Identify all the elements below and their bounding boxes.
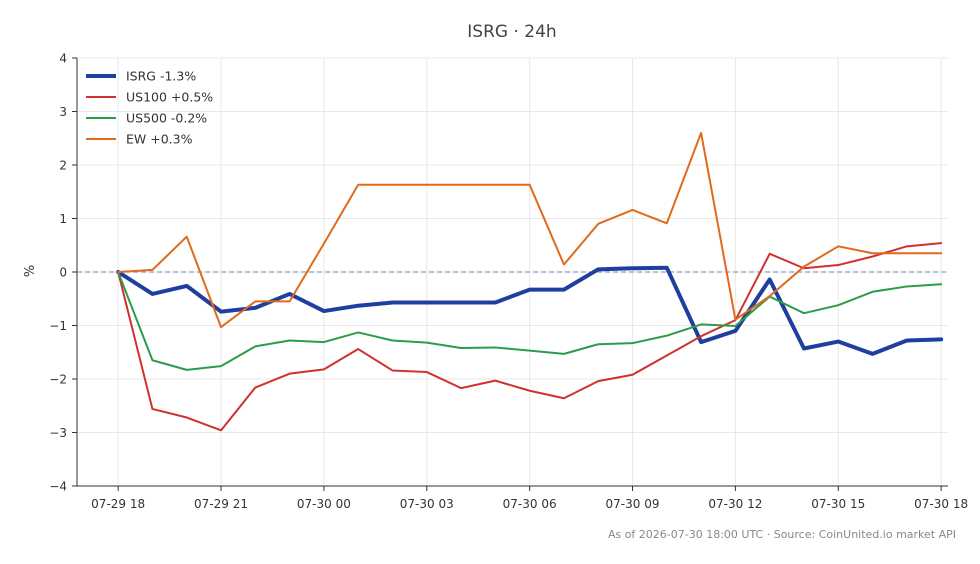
- y-tick-label: −1: [49, 319, 67, 333]
- chart-title: ISRG · 24h: [467, 22, 556, 42]
- series-line-us100: [117, 242, 943, 432]
- series-line-us500: [117, 271, 943, 371]
- y-tick-label: 0: [59, 266, 67, 280]
- series-line-ew: [117, 131, 943, 329]
- x-tick-label: 07-29 18: [91, 497, 145, 511]
- legend-label: EW +0.3%: [126, 132, 193, 147]
- legend-label: US100 +0.5%: [126, 90, 213, 105]
- x-tick-label: 07-30 00: [297, 497, 351, 511]
- y-tick-label: −3: [49, 426, 67, 440]
- y-tick-label: 1: [59, 212, 67, 226]
- series-lines: [116, 131, 944, 432]
- x-tick-label: 07-30 12: [708, 497, 762, 511]
- source-annotation: As of 2026-07-30 18:00 UTC · Source: Coi…: [608, 528, 956, 541]
- y-tick-label: 4: [59, 52, 67, 66]
- series-line-isrg: [116, 265, 944, 356]
- y-axis-label: %: [23, 265, 38, 277]
- x-tick-label: 07-29 21: [194, 497, 248, 511]
- y-axis-ticks: 4 3 2 1 0 −1 −2 −3 −4: [49, 52, 77, 494]
- y-tick-label: −2: [49, 373, 67, 387]
- x-tick-label: 07-30 06: [503, 497, 557, 511]
- x-tick-label: 07-30 15: [811, 497, 865, 511]
- x-tick-label: 07-30 18: [914, 497, 968, 511]
- legend-label: US500 -0.2%: [126, 111, 207, 126]
- x-tick-label: 07-30 09: [606, 497, 660, 511]
- y-tick-label: −4: [49, 480, 67, 494]
- x-tick-label: 07-30 03: [400, 497, 454, 511]
- x-axis-ticks: 07-29 18 07-29 21 07-30 00 07-30 03 07-30 06…: [91, 486, 968, 511]
- legend-label: ISRG -1.3%: [126, 69, 196, 84]
- legend: ISRG -1.3% US100 +0.5% US500 -0.2% EW +0.3%: [86, 69, 213, 147]
- y-tick-label: 2: [59, 159, 67, 173]
- y-tick-label: 3: [59, 105, 67, 119]
